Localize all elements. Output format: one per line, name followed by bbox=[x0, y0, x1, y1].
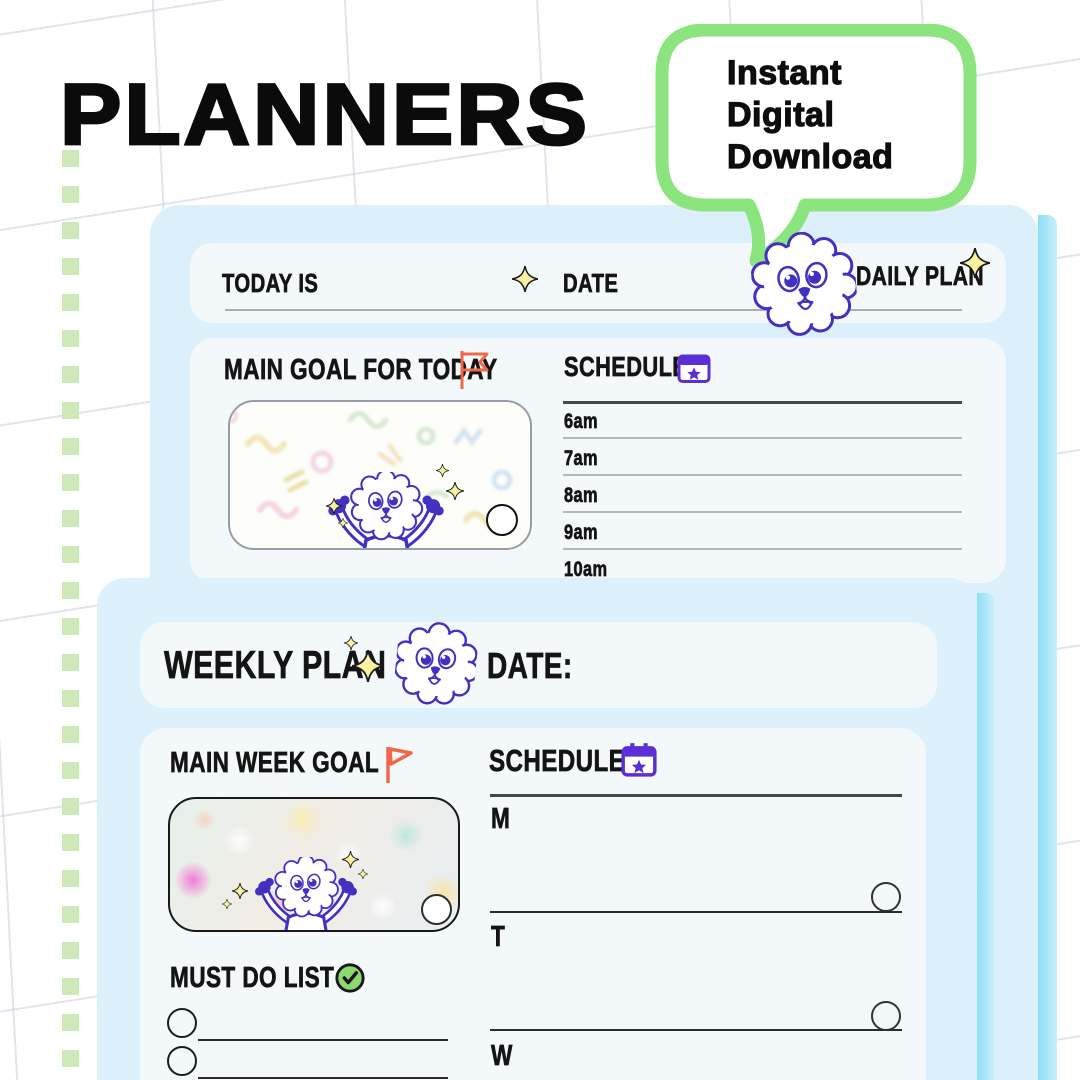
daily-header-writing-line bbox=[225, 309, 962, 311]
flag-icon bbox=[460, 349, 489, 391]
sparkle-icon bbox=[342, 851, 359, 868]
weekly-schedule-label: SCHEDULE bbox=[489, 743, 626, 778]
sparkle-icon bbox=[512, 266, 538, 292]
todo-checkbox-circle bbox=[167, 1008, 197, 1038]
time-slot-line bbox=[563, 474, 962, 476]
check-circle-icon bbox=[335, 963, 365, 993]
time-slot-label: 7am bbox=[564, 447, 598, 470]
must-do-list-label: MUST DO LIST bbox=[170, 962, 335, 994]
day-writing-line bbox=[490, 1029, 902, 1031]
sparkle-icon bbox=[338, 518, 348, 528]
time-slot-line bbox=[563, 548, 962, 550]
page-title: PLANNERS bbox=[58, 66, 591, 165]
hamster-head-illustration bbox=[391, 618, 481, 710]
day-writing-line bbox=[490, 911, 902, 913]
sparkle-icon bbox=[232, 883, 248, 899]
day-label: W bbox=[491, 1040, 513, 1072]
daily-plan-label: DAILY PLAN bbox=[856, 261, 984, 291]
time-slot-line bbox=[563, 511, 962, 513]
sparkle-icon bbox=[436, 464, 449, 477]
time-slot-line bbox=[563, 437, 962, 439]
badge-line: Instant bbox=[726, 53, 842, 92]
calendar-star-icon bbox=[621, 741, 657, 777]
sparkle-icon bbox=[358, 869, 368, 879]
badge-line: Digital bbox=[726, 95, 835, 134]
daily-schedule-top-rule bbox=[563, 401, 962, 404]
todo-checkbox-circle bbox=[167, 1046, 197, 1076]
time-slot-label: 9am bbox=[564, 521, 598, 544]
main-week-goal-label: MAIN WEEK GOAL bbox=[170, 747, 380, 779]
day-label: T bbox=[491, 921, 506, 953]
day-checkbox-circle bbox=[871, 1001, 901, 1031]
today-is-label: TODAY IS bbox=[222, 268, 319, 298]
weekly-page-edge bbox=[977, 593, 994, 1080]
goal-checkbox-circle bbox=[486, 504, 518, 536]
time-slot-label: 10am bbox=[564, 558, 608, 581]
sparkle-icon bbox=[446, 482, 464, 500]
time-slot-label: 6am bbox=[564, 410, 598, 433]
sparkle-icon bbox=[352, 650, 384, 682]
sparkle-icon bbox=[344, 636, 358, 650]
sparkle-icon bbox=[326, 498, 342, 514]
green-dotted-line bbox=[62, 150, 79, 1080]
date-label: DATE bbox=[563, 268, 619, 298]
daily-goal-box bbox=[228, 400, 532, 550]
hamster-cheering-illustration bbox=[327, 472, 445, 550]
day-checkbox-circle bbox=[871, 882, 901, 912]
badge-line: Download bbox=[726, 137, 894, 176]
confetti-pattern bbox=[230, 408, 513, 530]
goal-checkbox-circle bbox=[421, 894, 452, 925]
day-label: M bbox=[491, 803, 511, 835]
sparkle-icon bbox=[222, 899, 232, 909]
hamster-cheering-illustration bbox=[254, 857, 358, 932]
pennant-flag-icon bbox=[386, 745, 413, 785]
weekly-plan-title: WEEKLY PLAN bbox=[164, 644, 387, 687]
weekly-header-band bbox=[140, 622, 937, 708]
weekly-schedule-top-rule bbox=[490, 794, 902, 797]
todo-writing-line bbox=[198, 1039, 448, 1041]
hamster-head-illustration bbox=[748, 228, 860, 339]
main-goal-label: MAIN GOAL FOR TODAY bbox=[224, 354, 498, 386]
time-slot-label: 8am bbox=[564, 484, 598, 507]
weekly-date-label: DATE: bbox=[487, 645, 573, 686]
todo-writing-line bbox=[198, 1077, 448, 1079]
weekly-goal-box bbox=[168, 797, 460, 932]
speech-bubble bbox=[655, 24, 977, 268]
daily-page-edge bbox=[1038, 215, 1057, 1080]
daily-schedule-label: SCHEDULE bbox=[564, 351, 688, 382]
calendar-star-icon bbox=[677, 354, 711, 383]
badge-text: Instant Digital Download bbox=[726, 52, 894, 178]
